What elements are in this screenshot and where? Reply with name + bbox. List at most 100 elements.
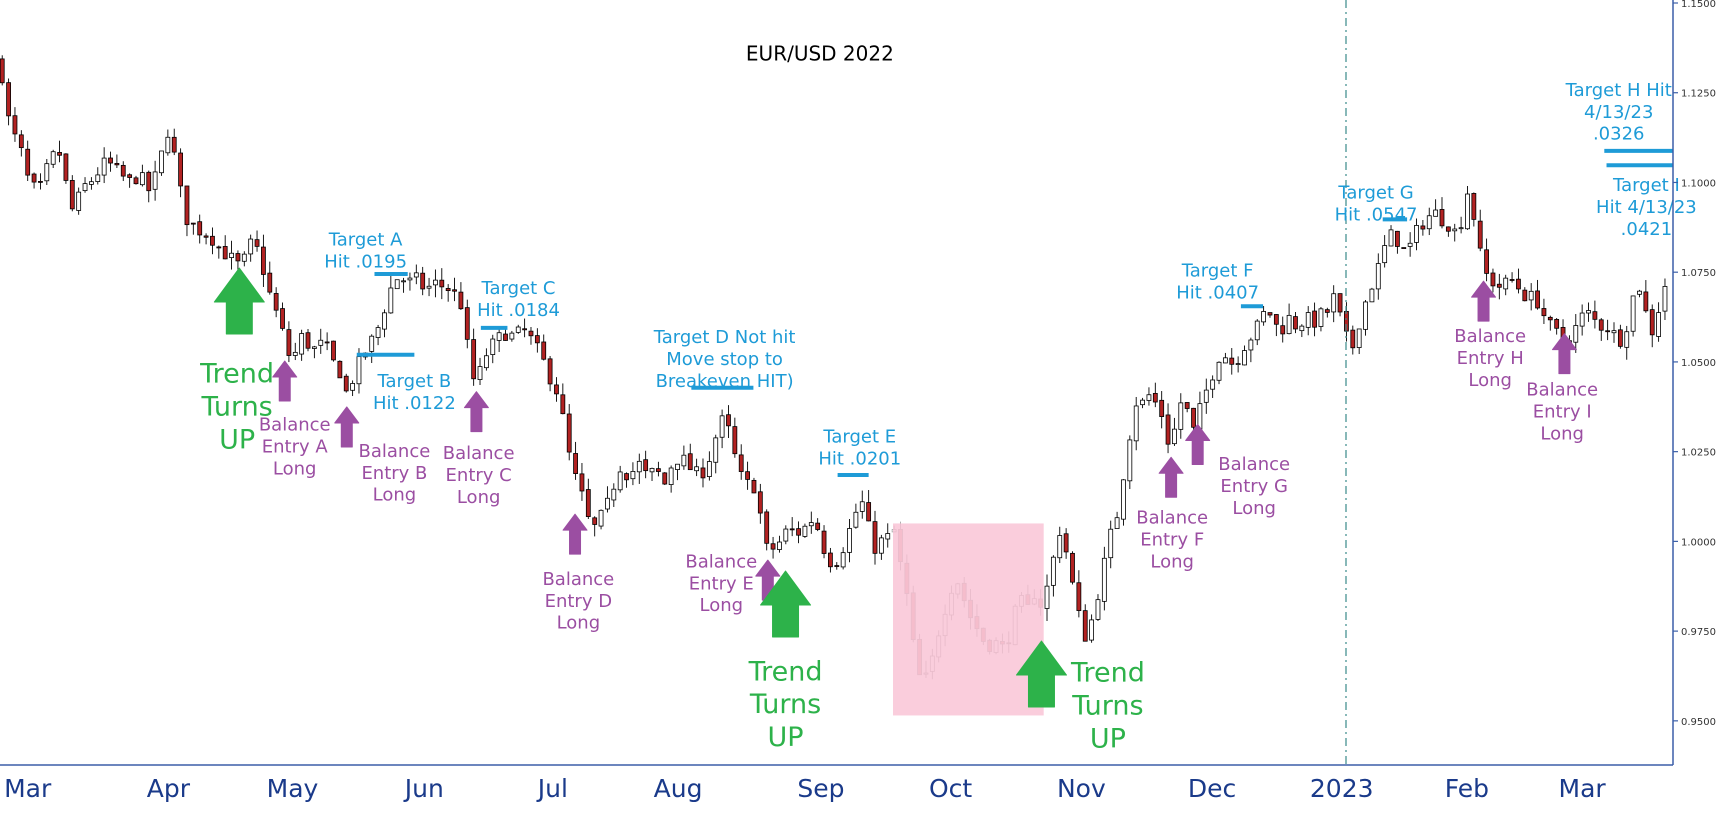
candle <box>12 107 18 142</box>
candle <box>343 373 349 393</box>
candle-body <box>420 272 426 290</box>
candle <box>280 302 285 331</box>
candle-body <box>1414 225 1419 243</box>
candle <box>1407 232 1413 257</box>
annotation-line: Long <box>699 595 743 616</box>
annotation-label: Trend Turns UP <box>1070 657 1145 754</box>
candle <box>394 279 400 290</box>
candle-body <box>866 502 872 522</box>
candle <box>89 177 94 190</box>
x-tick-label: Jun <box>403 774 444 803</box>
highlight-box <box>893 523 1044 716</box>
candle <box>624 472 629 488</box>
target-lines-layer <box>356 148 1673 477</box>
candle <box>127 173 133 188</box>
candle <box>165 129 171 156</box>
candle <box>1324 307 1330 318</box>
candle <box>1095 594 1101 622</box>
candle <box>1637 289 1642 298</box>
candle-body <box>1286 314 1292 335</box>
annotation-line: Turns <box>200 392 272 423</box>
candle <box>1356 328 1362 355</box>
candle-body <box>1452 228 1458 232</box>
candle <box>1210 375 1216 398</box>
candle <box>407 272 413 291</box>
candle <box>1114 511 1120 529</box>
candle <box>1433 199 1439 217</box>
candle <box>534 328 540 353</box>
candle-body <box>579 473 585 492</box>
annotation-line: Hit .0201 <box>818 449 901 470</box>
candle <box>840 547 846 570</box>
annotation-line: Hit .0407 <box>1176 282 1259 303</box>
annotation-line: Long <box>1150 551 1194 572</box>
candle <box>452 277 457 302</box>
candle-body <box>815 522 821 530</box>
candle <box>662 472 668 486</box>
y-tick-label: 0.9500 <box>1681 717 1716 728</box>
candle <box>18 130 24 157</box>
candle <box>76 187 82 215</box>
candle <box>114 154 120 168</box>
candle-body <box>1535 290 1540 309</box>
annotation-line: Long <box>457 487 501 508</box>
candle <box>267 261 273 295</box>
candle <box>1375 253 1381 300</box>
candle-body <box>1324 309 1330 313</box>
candle <box>133 175 139 185</box>
candle-body <box>69 180 75 210</box>
x-tick-label: Dec <box>1188 774 1236 803</box>
candle <box>1248 337 1254 363</box>
x-tick-label: Feb <box>1445 774 1489 803</box>
candle-body <box>541 341 547 360</box>
candle-body <box>394 279 400 290</box>
candle-body <box>57 152 62 156</box>
annotation-line: Balance <box>685 551 757 572</box>
annotation-label: Target I Hit 4/13/23.0421 <box>1596 175 1697 240</box>
candle <box>222 235 228 260</box>
candle <box>471 328 477 386</box>
annotation-label: Trend Turns UP <box>748 656 823 753</box>
candle <box>382 309 387 338</box>
x-tick-label-year: 2023 <box>1310 774 1374 803</box>
candle <box>445 284 451 302</box>
candle <box>1420 219 1426 236</box>
candle <box>713 434 719 474</box>
y-axis: 1.1500 1.1250 1.1000 1.0750 1.0500 1.0250 1.00… <box>1672 0 1716 765</box>
annotation-line: Target H Hit <box>1565 80 1672 101</box>
candle-body <box>1388 229 1394 247</box>
annotation-line: Balance <box>359 441 431 462</box>
x-tick-label: Mar <box>1559 774 1607 803</box>
annotation-line: UP <box>219 425 255 456</box>
candle-body <box>222 246 228 260</box>
candle <box>1605 319 1611 341</box>
candle <box>1235 356 1241 373</box>
candle-body <box>611 488 617 501</box>
candle-body <box>751 479 757 494</box>
candle-body <box>407 277 413 281</box>
candle-body <box>783 528 789 542</box>
candle <box>566 404 572 461</box>
candle <box>808 511 814 534</box>
candle <box>1299 324 1305 338</box>
candle <box>611 483 617 507</box>
candle-body <box>178 152 183 187</box>
candle-body <box>515 326 521 333</box>
candle-body <box>1235 363 1241 365</box>
candle-body <box>1165 414 1171 445</box>
candle <box>496 328 502 352</box>
candle <box>541 334 547 361</box>
annotation-line: UP <box>768 722 804 753</box>
candle-body <box>573 453 578 475</box>
annotation-label: Balance Entry D Long <box>542 569 614 634</box>
candle <box>1426 207 1432 236</box>
candle <box>318 328 324 354</box>
candle-body <box>1490 272 1496 287</box>
candle <box>1203 378 1209 414</box>
candle-body <box>1579 312 1585 327</box>
candle-body <box>668 467 674 485</box>
candle <box>1082 604 1088 642</box>
candle-body <box>1541 308 1547 317</box>
candle-body <box>356 356 362 385</box>
candle-body <box>1516 278 1521 290</box>
